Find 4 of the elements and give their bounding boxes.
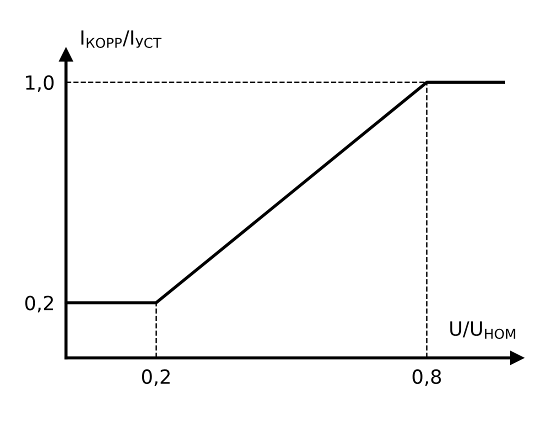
x-axis-title: U/U$_{НОМ}$ [450, 321, 516, 339]
x-tick-label: 0,8 [412, 369, 441, 386]
y-axis-title: I$_{КОРР}$/I$_{УСТ}$ [81, 30, 162, 48]
y-tick-label: 1,0 [26, 75, 54, 92]
